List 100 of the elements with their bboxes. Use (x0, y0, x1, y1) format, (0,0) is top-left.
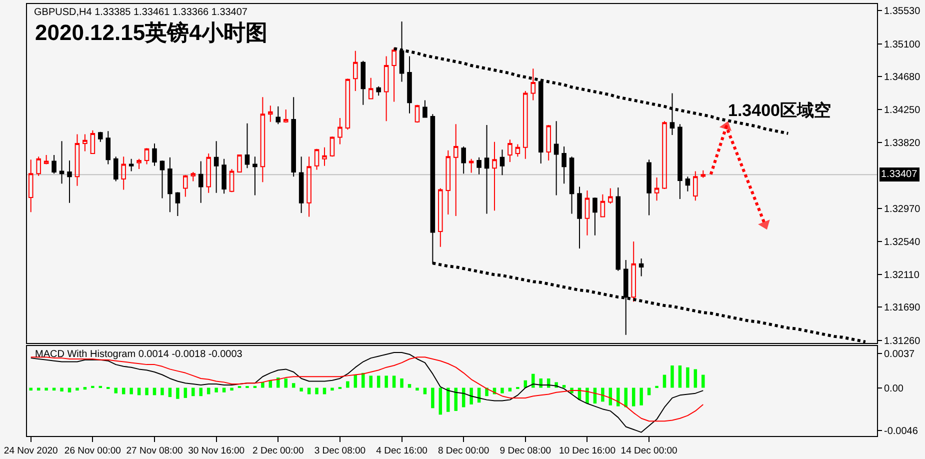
bar (532, 374, 535, 388)
bar (400, 378, 404, 388)
candlestick (252, 156, 258, 196)
candlestick (144, 148, 150, 165)
candlestick (500, 149, 505, 176)
candlestick (244, 122, 250, 169)
candlestick (36, 156, 41, 176)
bar (145, 388, 148, 396)
bar (214, 388, 218, 392)
bar (632, 388, 636, 406)
bar (130, 388, 133, 394)
candlestick (492, 141, 497, 212)
bar (392, 376, 396, 388)
candlestick (98, 131, 103, 142)
candlestick (198, 160, 204, 204)
x-tick-label: 10 Dec 16:00 (558, 445, 616, 456)
candlestick (562, 146, 566, 184)
bar (670, 365, 674, 388)
bar (438, 388, 442, 415)
x-tick-label: 24 Nov 2020 (4, 445, 58, 456)
bar (307, 388, 311, 394)
candlestick (360, 60, 366, 106)
y-tick-label: 1.32110 (884, 270, 920, 282)
bar (300, 388, 303, 392)
candlestick (446, 150, 451, 215)
candlestick (523, 90, 528, 160)
candlestick (546, 124, 551, 161)
bar (292, 383, 296, 388)
candlestick (214, 140, 219, 194)
bar (586, 388, 589, 404)
bar (702, 374, 705, 388)
bar (199, 388, 202, 396)
y-tick-label: 1.35100 (884, 39, 921, 50)
x-tick-label: 3 Dec 08:00 (314, 445, 366, 456)
chart-title: MACD With Histogram 0.0014 -0.0018 -0.0003 (35, 349, 243, 360)
x-tick-label: 8 Dec 00:00 (438, 445, 490, 456)
candlestick (160, 160, 165, 199)
candlestick (314, 148, 320, 170)
bar (284, 378, 288, 388)
candlestick (678, 124, 682, 200)
bar (369, 376, 372, 388)
candlestick (693, 170, 698, 202)
candlestick (414, 104, 420, 124)
candlestick (136, 158, 142, 170)
candlestick (554, 120, 559, 196)
candlestick (654, 176, 660, 202)
candlestick (338, 118, 342, 145)
candlestick (28, 159, 34, 213)
x-tick-label: 14 Dec 00:00 (620, 445, 678, 456)
x-tick-label: 4 Dec 16:00 (376, 445, 428, 456)
bar (601, 388, 604, 402)
candlestick (476, 156, 482, 175)
y-tick-label: 1.31260 (884, 336, 921, 347)
bar (346, 381, 350, 388)
candlestick (392, 47, 396, 102)
candlestick (306, 156, 312, 218)
bar (640, 388, 643, 406)
candlestick (113, 156, 118, 182)
candlestick (508, 139, 512, 162)
candlestick (82, 134, 88, 152)
bar (423, 388, 427, 394)
candlestick (600, 194, 606, 218)
candlestick (376, 86, 381, 96)
bar (354, 374, 358, 388)
bar (68, 388, 72, 392)
bar (362, 372, 365, 388)
candlestick (121, 156, 126, 190)
bar (624, 388, 628, 408)
y-tick-label: 1.32540 (884, 237, 921, 248)
candlestick (222, 158, 226, 194)
candlestick (453, 124, 458, 217)
bar (29, 388, 32, 391)
candlestick (206, 153, 211, 194)
bar (562, 384, 566, 388)
bar (500, 388, 504, 394)
candlestick (190, 172, 196, 182)
candlestick (577, 186, 582, 249)
candlestick (175, 192, 180, 217)
candlestick (128, 158, 134, 172)
candlestick (422, 100, 428, 118)
candlestick (330, 136, 335, 158)
bar (454, 388, 458, 411)
bar (76, 388, 79, 391)
candlestick (685, 176, 690, 192)
candlestick (468, 158, 474, 174)
bar (416, 388, 419, 391)
candlestick (67, 160, 72, 204)
y-tick-label: -0.0046 (884, 426, 918, 437)
y-tick-label: 0.00 (884, 383, 904, 394)
candlestick (106, 130, 111, 165)
candlestick (74, 134, 80, 186)
bar (376, 376, 380, 388)
bar (268, 380, 272, 388)
candlestick (298, 156, 304, 214)
bar (470, 388, 473, 404)
candlestick (183, 174, 188, 198)
y-tick-label: 1.35530 (884, 6, 921, 18)
bar (315, 388, 318, 394)
candlestick (229, 168, 234, 193)
candlestick (168, 156, 172, 213)
